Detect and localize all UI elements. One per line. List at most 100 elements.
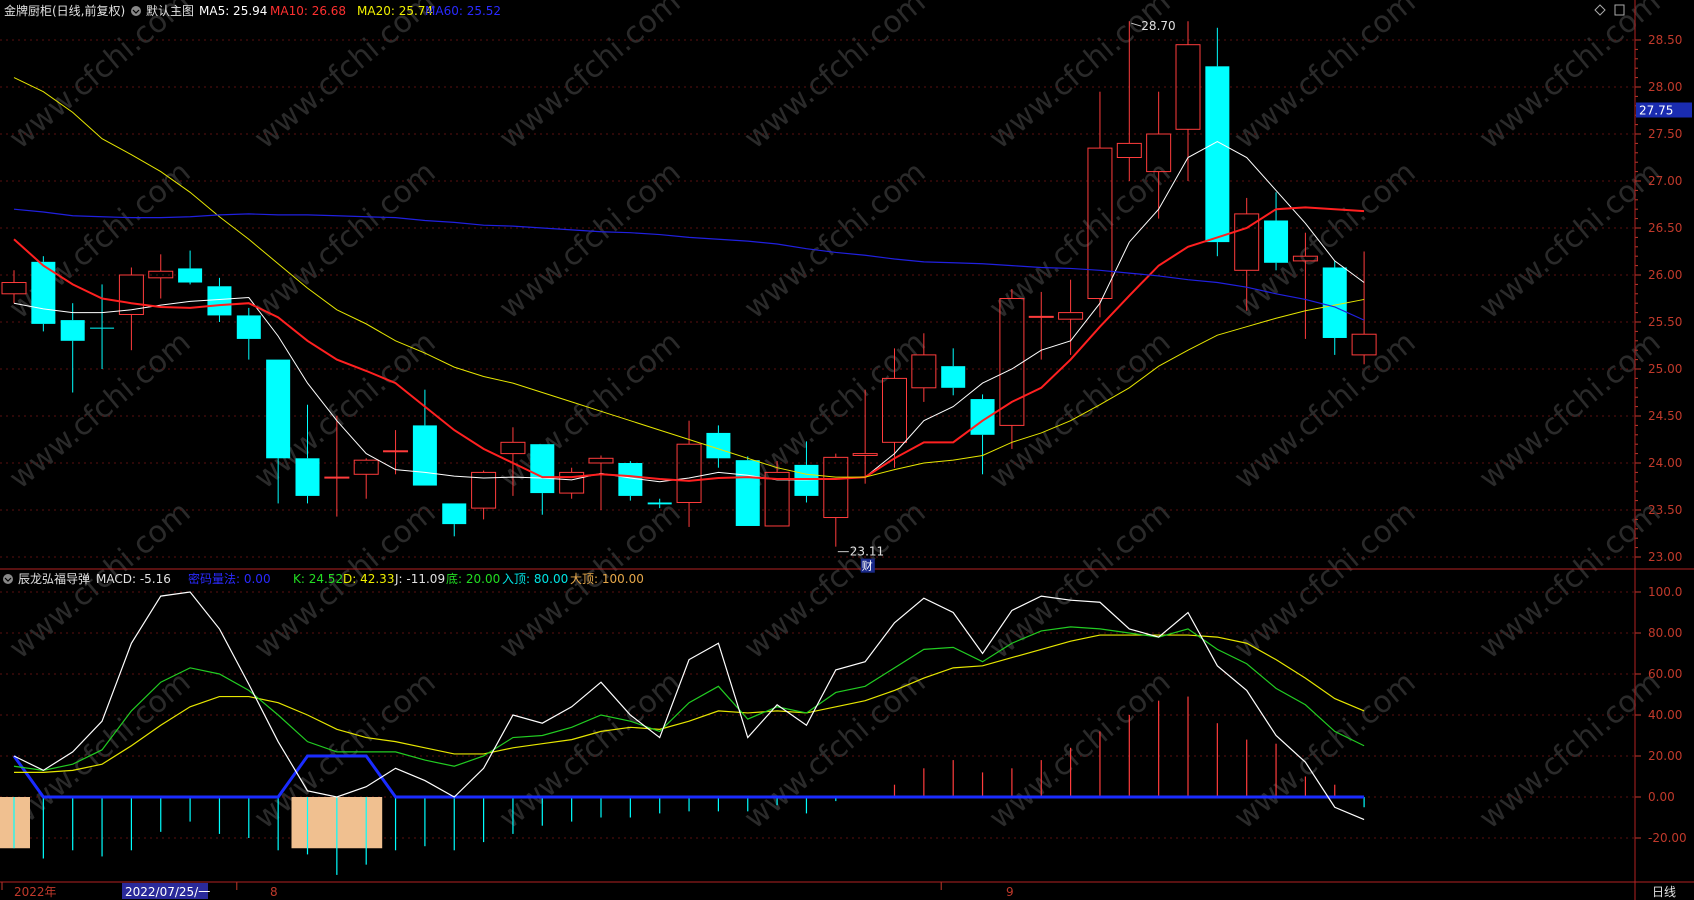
financial-report-icon[interactable]: 财 [862,559,873,573]
candle-body-down [530,444,555,494]
price-pane[interactable] [1,21,1377,553]
kdj-line-j [14,634,1365,774]
date-axis: 2022年 2022/07/25/一 8 9 日线 [14,883,1676,899]
ma-line-ma5 [13,140,1365,483]
stock-title[interactable]: 金牌厨柜(日线,前复权) [4,3,125,18]
candle-body-up [1116,142,1142,158]
candle-body-up [1234,213,1260,271]
template-name[interactable]: 默认主图 [146,3,194,18]
candle-body-up [588,457,614,464]
indicator-tick-label: 80.00 [1648,626,1682,640]
candle-body-down [90,327,115,329]
candle-body-up [852,453,878,456]
chevron-down-icon [4,577,12,582]
cursor-date: 2022/07/25/一 [125,885,210,899]
candle-body-up [911,354,937,389]
candle-body-up [882,377,907,443]
ma5-readout: MA5: 25.94 [199,4,267,18]
candle-body-down [412,425,437,486]
macd-readout: MACD: -5.16 [96,572,171,586]
indicator-header: 辰龙弘福导弹 MACD: -5.16 密码量法: 0.00 K: 24.52 D… [3,571,644,586]
price-tick-label: 28.00 [1648,80,1682,94]
candle-body-up [559,471,585,494]
price-tick-label: 24.50 [1648,409,1682,423]
k-readout: K: 24.52 [293,572,343,586]
ma-line-ma60 [13,208,1365,321]
candle-body-up [471,471,497,509]
month-9-label: 9 [1006,885,1014,899]
candle-body-down [706,432,731,459]
price-tick-label: 25.50 [1648,315,1682,329]
indicator-name[interactable]: 辰龙弘福导弹 [18,571,90,586]
candle-body-up [764,471,790,527]
candle-body-up [1146,133,1172,173]
candle-body-up [353,459,379,475]
candle-body-down [1205,66,1230,243]
candle-body-up [1,282,27,295]
indicator-tick-label: 20.00 [1648,749,1682,763]
indicator-tick-label: 100.0 [1648,585,1682,599]
candle-body-down [442,503,467,525]
price-tick-label: 23.00 [1648,550,1682,564]
indicator-tick-label: 40.00 [1648,708,1682,722]
candle-body-down [60,320,85,341]
candle-body-up [676,443,702,503]
high-arrow [1131,22,1142,27]
candle-body-up [1087,147,1113,299]
price-tick-label: 27.50 [1648,127,1682,141]
price-tick-label: 25.00 [1648,362,1682,376]
annotations: 28.70 23.11 财 27.75 [850,19,1692,573]
cursor-date-box [122,883,208,899]
year-label: 2022年 [14,885,57,899]
ma10-readout: MA10: 26.68 [270,4,346,18]
signal-zone [0,797,30,849]
candle-body-down [207,286,232,316]
candle-body-down [647,502,672,505]
candle-body-up [118,274,144,315]
axes: 28.50 28.00 27.50 27.00 26.50 26.00 25.50 25.00… [1,33,1687,890]
entry-top-readout: 入顶: 80.00 [502,572,568,586]
month-8-label: 8 [270,885,278,899]
price-tick-label: 26.00 [1648,268,1682,282]
indicator-pane[interactable] [0,591,1365,875]
indicator-tick-label: 60.00 [1648,667,1682,681]
low-price-label: 23.11 [850,545,884,559]
candle-body-down [970,399,995,435]
diamond-icon[interactable] [1594,4,1606,16]
candle-body-down [266,359,291,459]
candle-body-down [941,366,966,388]
ma60-readout: MA60: 25.52 [425,4,501,18]
volume-readout: 密码量法: 0.00 [188,571,271,586]
ma20-readout: MA20: 25.74 [357,4,433,18]
dropdown-icon[interactable] [131,6,141,16]
financial-report-badge[interactable] [860,558,875,573]
candle-body-up [500,441,526,455]
window-icon[interactable] [1614,4,1625,16]
d-readout: D: 42.33 [343,572,394,586]
candle-body-up [1292,255,1318,262]
price-tick-label: 23.50 [1648,503,1682,517]
period-label[interactable]: 日线 [1652,885,1676,899]
price-tick-label: 28.50 [1648,33,1682,47]
kdj-line-k [13,591,1365,821]
main-header: 金牌厨柜(日线,前复权) 默认主图 MA5: 25.94 MA10: 26.68… [4,3,1625,18]
high-price-label: 28.70 [1141,19,1175,33]
indicator-dropdown-icon[interactable] [3,574,13,584]
candle-body-down [1322,267,1347,338]
candle-body-up [148,270,174,279]
candle-body-up [383,450,409,453]
current-price-value: 27.75 [1639,104,1673,118]
bottom-readout: 底: 20.00 [446,571,500,586]
candle-body-down [236,315,261,339]
candle-body-down [31,261,56,324]
chevron-down-icon [132,9,140,14]
candle-body-down [735,460,760,526]
candle-body-up [1028,315,1054,318]
signal-line [12,754,1365,799]
candle-body-up [999,298,1025,426]
j-readout: J: -11.09 [394,572,445,586]
candle-body-down [178,268,203,283]
indicator-tick-label: -20.00 [1648,831,1687,845]
price-tick-label: 27.00 [1648,174,1682,188]
